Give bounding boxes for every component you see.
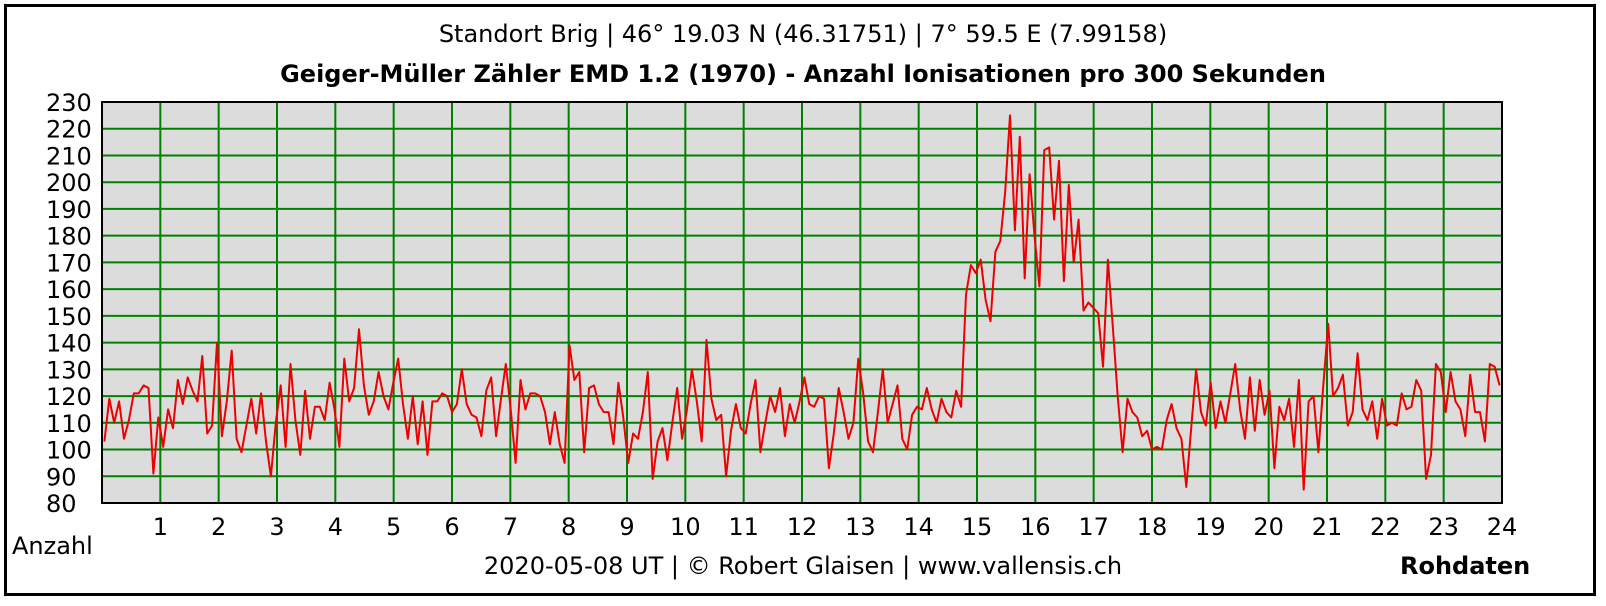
- x-tick-label: 8: [561, 513, 576, 541]
- x-tick-label: 7: [503, 513, 518, 541]
- x-tick-labels: 1 2 3 4 5 6 7 8 9 10 11 12 13 14 15 16 17 18 19 20 21 22 23 24: [153, 513, 1518, 541]
- y-tick-label: 190: [46, 196, 92, 224]
- y-tick-label: 140: [46, 330, 92, 358]
- x-tick-label: 14: [903, 513, 934, 541]
- y-tick-label: 90: [46, 463, 77, 491]
- series-layer: [103, 114, 1501, 491]
- y-tick-label: 100: [46, 437, 92, 465]
- plot-border: [101, 101, 1503, 504]
- x-tick-label: 16: [1020, 513, 1051, 541]
- y-tick-label: 160: [46, 276, 92, 304]
- x-tick-label: 17: [1078, 513, 1109, 541]
- x-tick-label: 15: [962, 513, 993, 541]
- chart-title: Geiger-Müller Zähler EMD 1.2 (1970) - An…: [280, 60, 1326, 88]
- y-axis-label: Anzahl: [12, 532, 93, 560]
- x-tick-label: 19: [1195, 513, 1226, 541]
- x-tick-label: 24: [1487, 513, 1518, 541]
- y-tick-label: 200: [46, 169, 92, 197]
- x-tick-label: 12: [787, 513, 818, 541]
- y-tick-label: 120: [46, 383, 92, 411]
- grid-lines: [102, 102, 1502, 503]
- x-tick-label: 18: [1137, 513, 1168, 541]
- x-tick-label: 9: [619, 513, 634, 541]
- y-tick-label: 220: [46, 116, 92, 144]
- chart-subtitle: Standort Brig | 46° 19.03 N (46.31751) |…: [438, 20, 1168, 48]
- y-tick-label: 230: [46, 89, 92, 117]
- x-tick-label: 13: [845, 513, 876, 541]
- x-tick-label: 4: [328, 513, 343, 541]
- x-tick-label: 3: [269, 513, 284, 541]
- x-tick-label: 23: [1428, 513, 1459, 541]
- x-tick-label: 10: [670, 513, 701, 541]
- y-tick-label: 80: [46, 490, 77, 518]
- x-tick-label: 1: [153, 513, 168, 541]
- y-tick-label: 130: [46, 356, 92, 384]
- y-tick-label: 170: [46, 249, 92, 277]
- chart-footer: 2020-05-08 UT | © Robert Glaisen | www.v…: [483, 552, 1123, 580]
- series-line: [103, 114, 1501, 491]
- x-tick-label: 2: [211, 513, 226, 541]
- y-tick-label: 210: [46, 142, 92, 170]
- y-tick-label: 180: [46, 223, 92, 251]
- x-tick-label: 21: [1312, 513, 1343, 541]
- y-tick-label: 110: [46, 410, 92, 438]
- x-tick-label: 5: [386, 513, 401, 541]
- x-tick-label: 22: [1370, 513, 1401, 541]
- x-tick-label: 11: [728, 513, 759, 541]
- x-tick-label: 6: [444, 513, 459, 541]
- raw-data-label: Rohdaten: [1400, 552, 1531, 580]
- y-tick-label: 150: [46, 303, 92, 331]
- y-tick-labels: 8090100110120130140150160170180190200210…: [46, 89, 92, 518]
- x-tick-label: 20: [1253, 513, 1284, 541]
